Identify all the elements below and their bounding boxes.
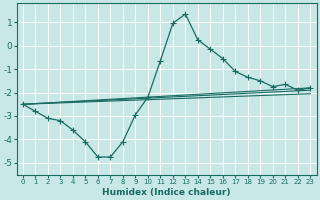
X-axis label: Humidex (Indice chaleur): Humidex (Indice chaleur)	[102, 188, 231, 197]
